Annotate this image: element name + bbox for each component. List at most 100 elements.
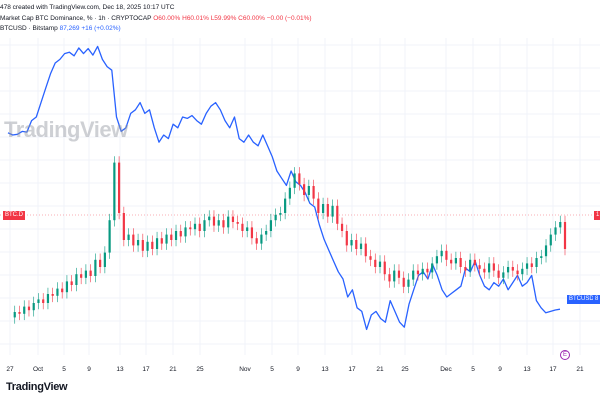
dominance-candle	[516, 270, 519, 275]
dominance-price-label: 1	[594, 211, 600, 220]
dominance-candle	[236, 222, 239, 224]
dominance-candle	[383, 261, 386, 275]
dominance-candle	[369, 256, 372, 260]
dominance-candle	[525, 263, 529, 269]
dominance-candle	[260, 234, 263, 244]
dominance-candle	[549, 234, 552, 246]
dominance-candle	[250, 227, 254, 239]
x-tick-label: 5	[471, 366, 475, 373]
dominance-candle	[412, 270, 415, 280]
dominance-candle	[103, 252, 106, 267]
x-tick-label: 21	[376, 366, 384, 373]
dominance-candle	[359, 243, 363, 249]
attribution-text: created with TradingView.com, Dec 18, 20…	[12, 4, 175, 11]
dominance-candle	[127, 234, 130, 240]
dominance-candle	[535, 258, 538, 267]
dominance-candle	[345, 231, 348, 246]
series-legend-dominance[interactable]: Market Cap BTC Dominance, % · 1h · CRYPT…	[0, 15, 312, 22]
x-tick-label: 17	[549, 366, 557, 373]
dominance-candle	[464, 267, 467, 271]
dominance-candle	[483, 268, 486, 273]
dominance-candle	[450, 259, 453, 264]
x-tick-label: 9	[296, 366, 300, 373]
dominance-candle	[208, 216, 211, 221]
dominance-candle	[336, 205, 339, 224]
dominance-open: O60.00%	[153, 15, 181, 22]
dominance-candle	[179, 231, 182, 237]
dominance-candle	[431, 263, 434, 273]
dominance-candle	[274, 214, 277, 221]
dominance-candle	[563, 222, 567, 249]
dominance-candle	[42, 299, 45, 303]
series-legend-btcusd[interactable]: BTCUSD · Bitstamp 87,269 +16 (+0.02%)	[0, 25, 121, 32]
x-tick-label: 17	[348, 366, 356, 373]
dominance-candle	[511, 267, 514, 271]
dominance-candle	[37, 299, 40, 303]
dominance-candle	[521, 268, 524, 275]
dominance-candle	[222, 220, 225, 228]
dominance-candle	[407, 279, 410, 287]
dominance-candle	[118, 162, 121, 213]
dominance-candle	[350, 240, 353, 246]
dominance-candle	[113, 162, 116, 221]
dominance-candle	[317, 198, 320, 213]
x-tick-label: Oct	[33, 366, 43, 373]
dominance-candle	[136, 240, 140, 246]
dominance-candle	[132, 234, 135, 246]
dominance-candle	[435, 256, 439, 264]
dominance-candle	[378, 261, 382, 267]
event-marker-icon[interactable]: E	[560, 350, 570, 360]
dominance-candle	[298, 173, 301, 185]
dominance-close: C60.00%	[238, 15, 265, 22]
dominance-candle	[89, 270, 92, 276]
dominance-candle	[70, 281, 73, 285]
dominance-candle	[231, 216, 235, 222]
dominance-candle	[13, 312, 16, 318]
dominance-candle	[473, 259, 476, 266]
dominance-candle	[151, 241, 154, 249]
btcusd-price: 87,269	[59, 25, 80, 32]
x-tick-label: 25	[196, 366, 204, 373]
dominance-candle	[108, 220, 111, 253]
dominance-candle	[165, 234, 168, 244]
dominance-candle	[174, 231, 178, 240]
btcusd-change: +16 (+0.02%)	[81, 25, 121, 32]
dominance-candle	[445, 250, 448, 260]
dominance-candle	[94, 259, 97, 276]
dominance-candle	[27, 306, 31, 311]
dominance-candle	[155, 238, 159, 249]
btcusd-name: BTCUSD · Bitstamp	[0, 25, 58, 32]
dominance-candle	[530, 263, 533, 267]
dominance-candle	[279, 213, 282, 215]
x-tick-label: 25	[401, 366, 409, 373]
dominance-candle	[331, 205, 334, 217]
dominance-candle	[51, 294, 54, 296]
dominance-candle	[440, 250, 443, 257]
dominance-candle	[284, 198, 287, 213]
x-tick-label: 13	[321, 366, 329, 373]
x-tick-label: 5	[62, 366, 66, 373]
dominance-candle	[99, 259, 102, 267]
btc-dominance-tag: BTC.D	[3, 211, 25, 220]
x-tick-label: 21	[169, 366, 177, 373]
dominance-high: H60.01%	[182, 15, 209, 22]
dominance-candle	[502, 272, 505, 278]
dominance-candle	[459, 258, 462, 267]
x-tick-label: 27	[6, 366, 14, 373]
dominance-candle	[193, 223, 197, 230]
dominance-candle	[364, 243, 367, 257]
dominance-candle	[122, 213, 125, 240]
dominance-candle	[540, 256, 543, 258]
dominance-interval: 1h	[98, 15, 106, 22]
dominance-candle	[212, 216, 216, 226]
dominance-candle	[23, 306, 26, 314]
btcusd-line	[7, 45, 561, 331]
dominance-candle	[469, 259, 472, 271]
dominance-candle	[303, 184, 306, 195]
x-tick-label: Nov	[239, 366, 251, 373]
x-tick-label: 17	[142, 366, 150, 373]
dominance-candle	[217, 220, 220, 226]
x-tick-label: 13	[116, 366, 124, 373]
